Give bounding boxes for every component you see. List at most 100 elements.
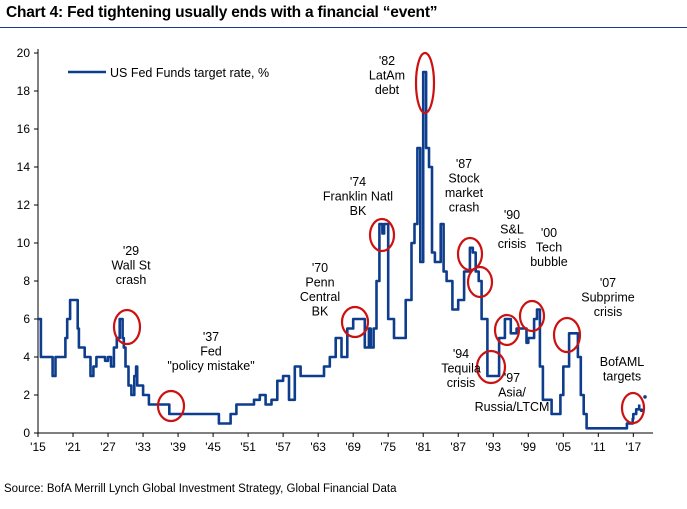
x-tick-label: '21 — [65, 440, 81, 454]
annotation-line: Wall St — [111, 259, 151, 273]
event-circles-layer — [112, 51, 646, 425]
x-tick-label: '15 — [30, 440, 46, 454]
y-tick-label: 2 — [23, 388, 30, 402]
annotation-label: '37 Fed "policy mistake" — [167, 330, 254, 373]
annotation-label: '00 Tech bubble — [530, 226, 568, 269]
source-note: Source: BofA Merrill Lynch Global Invest… — [4, 483, 397, 495]
y-tick-label: 16 — [17, 122, 31, 136]
annotation-line: '07 — [600, 276, 616, 290]
x-tick-label: '05 — [555, 440, 571, 454]
title-divider — [0, 27, 687, 28]
annotation-line: Franklin Natl — [323, 190, 393, 204]
annotation-line: '00 — [541, 226, 557, 240]
annotation-line: Penn — [305, 276, 334, 290]
x-tick-label: '17 — [626, 440, 642, 454]
target-point — [643, 395, 647, 399]
annotation-line: '82 — [379, 54, 395, 68]
y-tick-label: 10 — [17, 236, 31, 250]
annotation-line: crisis — [498, 237, 526, 251]
series-fed-funds-line — [38, 70, 641, 430]
y-tick-label: 0 — [23, 426, 30, 440]
chart-title: Chart 4: Fed tightening usually ends wit… — [6, 4, 438, 21]
annotation-line: bubble — [530, 255, 568, 269]
annotation-line: crisis — [447, 376, 475, 390]
annotation-line: Asia/ — [498, 386, 526, 400]
annotation-line: crash — [116, 273, 147, 287]
annotation-line: '70 — [312, 261, 328, 275]
annotation-line: Tequila — [441, 362, 481, 376]
annotation-label: '90 S&L crisis — [498, 208, 526, 251]
x-tick-label: '63 — [310, 440, 326, 454]
event-circle — [475, 349, 507, 385]
y-tick-label: 4 — [23, 350, 30, 364]
annotation-label: '87 Stock market crash — [445, 157, 484, 215]
y-tick-label: 6 — [23, 312, 30, 326]
event-circle — [368, 217, 396, 253]
legend-label: US Fed Funds target rate, % — [110, 66, 269, 80]
annotation-line: BK — [350, 204, 367, 218]
x-tick-label: '51 — [240, 440, 256, 454]
annotation-line: '29 — [123, 244, 139, 258]
annotation-line: '37 — [203, 330, 219, 344]
event-circle — [414, 51, 436, 115]
annotation-line: Russia/LTCM — [475, 400, 550, 414]
event-circle — [340, 305, 370, 339]
annotation-line: '74 — [350, 175, 366, 189]
y-tick-label: 8 — [23, 274, 30, 288]
annotation-line: '94 — [453, 347, 469, 361]
y-tick-label: 18 — [17, 84, 31, 98]
y-tick-label: 12 — [17, 198, 31, 212]
event-circle — [552, 316, 582, 354]
annotation-line: '87 — [456, 157, 472, 171]
annotation-line: Fed — [200, 345, 222, 359]
annotation-line: debt — [375, 83, 400, 97]
annotation-line: market — [445, 186, 484, 200]
y-tick-label: 14 — [17, 160, 31, 174]
event-circle — [466, 265, 494, 299]
annotation-line: '90 — [504, 208, 520, 222]
x-tick-label: '39 — [170, 440, 186, 454]
annotation-label: BofAML targets — [600, 355, 645, 384]
x-tick-label: '81 — [415, 440, 431, 454]
annotation-label: '70 Penn Central BK — [300, 261, 340, 319]
x-tick-label: '27 — [100, 440, 116, 454]
axes-layer: 0 2 4 6 8 10 12 14 16 18 20 '15 '21 '27 '33 '39 '45 '51 '5… — [17, 46, 653, 454]
annotation-line: targets — [603, 370, 641, 384]
annotation-line: BK — [312, 305, 329, 319]
annotation-line: Stock — [448, 172, 480, 186]
x-tick-label: '45 — [205, 440, 221, 454]
event-circle — [518, 299, 546, 333]
annotation-label: '29 Wall St crash — [111, 244, 151, 287]
event-circle — [456, 236, 484, 272]
event-circle — [156, 389, 186, 423]
x-tick-label: '69 — [345, 440, 361, 454]
x-tick-label: '99 — [520, 440, 536, 454]
annotation-label: '82 LatAm debt — [369, 54, 405, 97]
x-tick-label: '33 — [135, 440, 151, 454]
x-tick-label: '75 — [380, 440, 396, 454]
event-circle — [493, 313, 521, 347]
annotation-line: LatAm — [369, 69, 405, 83]
annotation-line: BofAML — [600, 355, 645, 369]
annotation-line: '97 — [504, 371, 520, 385]
y-tick-label: 20 — [17, 46, 31, 60]
annotation-line: Subprime — [581, 291, 635, 305]
x-tick-label: '57 — [275, 440, 291, 454]
x-tick-label: '93 — [485, 440, 501, 454]
annotation-line: "policy mistake" — [167, 359, 254, 373]
annotation-label: '74 Franklin Natl BK — [323, 175, 393, 218]
annotation-line: Central — [300, 290, 340, 304]
annotation-line: S&L — [500, 223, 524, 237]
annotation-layer: '29 Wall St crash '37 Fed "policy mistake" '70… — [111, 54, 644, 414]
legend: US Fed Funds target rate, % — [68, 66, 269, 80]
annotation-label: '94 Tequila crisis — [441, 347, 481, 390]
event-circle — [620, 391, 646, 425]
series-layer — [38, 70, 647, 430]
event-circle — [112, 308, 142, 346]
x-tick-label: '87 — [450, 440, 466, 454]
annotation-label: '07 Subprime crisis — [581, 276, 635, 319]
x-tick-label: '11 — [591, 440, 606, 454]
target-point — [639, 408, 644, 413]
annotation-label: '97 Asia/Russia/LTCM — [475, 371, 550, 414]
